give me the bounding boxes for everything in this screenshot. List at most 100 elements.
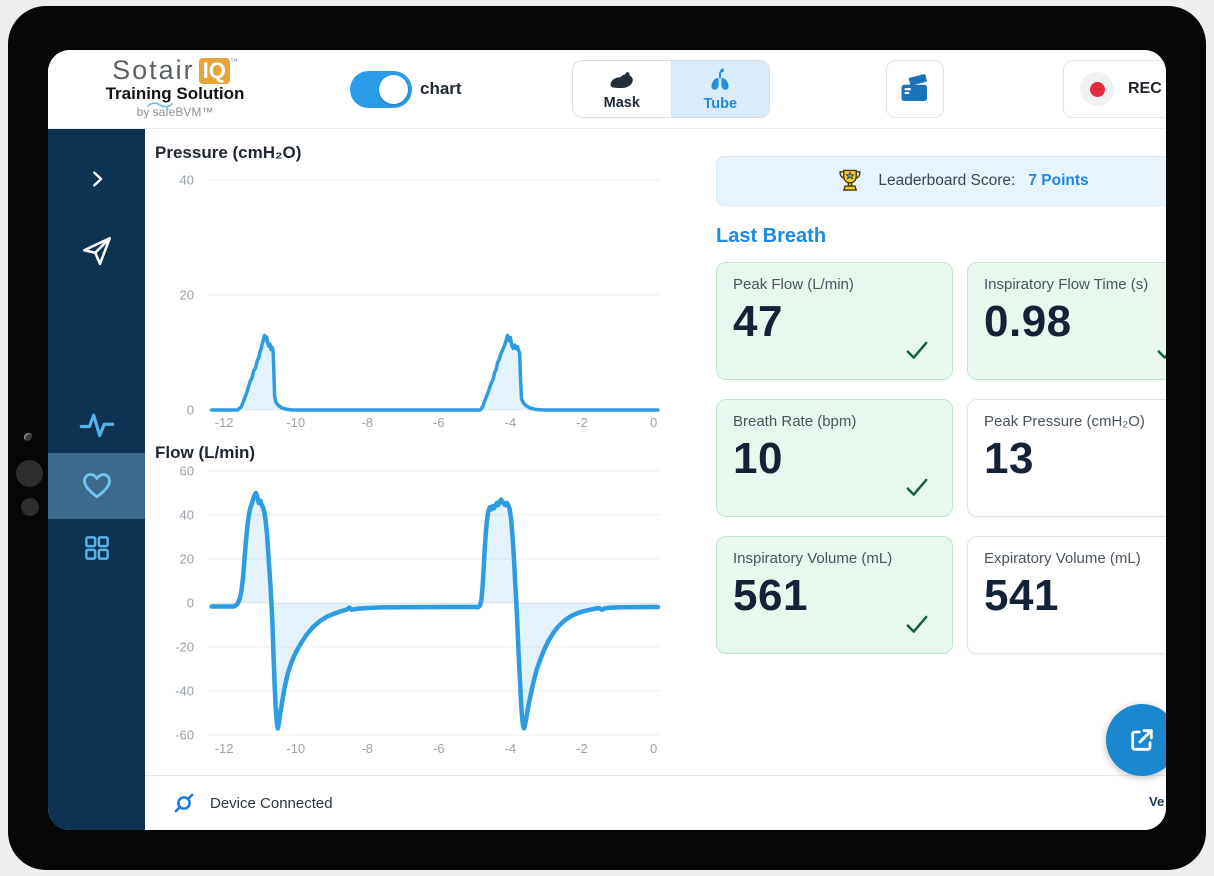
wallet-button[interactable]	[886, 60, 944, 118]
y-tick-label: -40	[175, 684, 194, 699]
y-tick-label: 60	[180, 464, 194, 479]
wallet-icon	[901, 73, 929, 102]
wave-icon	[147, 102, 173, 108]
tablet-side-button	[16, 460, 43, 487]
tab-tube[interactable]: Tube	[670, 61, 769, 117]
x-tick-label: -4	[505, 415, 517, 430]
leaderboard-score-value: 7 Points	[1028, 172, 1089, 189]
metric-value: 10	[733, 434, 783, 483]
y-tick-label: -60	[175, 728, 194, 743]
header: Sotair IQ ™ Training Solution by safeBVM…	[48, 50, 1166, 129]
x-tick-label: -2	[576, 415, 588, 430]
series-line	[209, 490, 661, 731]
rec-button[interactable]: REC	[1063, 60, 1166, 118]
external-link-fab[interactable]	[1106, 704, 1166, 776]
metric-label: Breath Rate (bpm)	[733, 413, 857, 430]
logo-brand: Sotair	[112, 55, 195, 85]
metric-label: Inspiratory Volume (mL)	[733, 550, 893, 567]
trophy-icon	[839, 169, 861, 191]
metric-label: Expiratory Volume (mL)	[984, 550, 1141, 567]
device-status-text: Device Connected	[210, 794, 333, 812]
tablet-camera	[24, 433, 33, 442]
tube-lungs-icon	[711, 67, 729, 90]
series-line	[209, 333, 660, 412]
metric-card-1: Inspiratory Flow Time (s) 0.98	[967, 262, 1166, 380]
logo-trademark: ™	[229, 57, 238, 66]
status-footer: Device Connected Ve	[145, 775, 1166, 830]
x-tick-label: -10	[286, 415, 305, 430]
metric-value: 0.98	[984, 297, 1072, 346]
rec-label: REC	[1128, 80, 1162, 97]
device-connected-icon	[174, 793, 194, 813]
y-tick-label: -20	[175, 640, 194, 655]
x-tick-label: -12	[215, 415, 234, 430]
logo-badge: IQ	[198, 57, 230, 84]
grid-icon	[84, 536, 109, 560]
metric-card-2: Breath Rate (bpm) 10	[716, 399, 953, 517]
app-screen: Sotair IQ ™ Training Solution by safeBVM…	[48, 50, 1166, 830]
last-breath-title: Last Breath	[716, 225, 827, 247]
x-tick-label: -8	[361, 741, 373, 756]
sidebar-item-grid[interactable]	[48, 533, 145, 563]
sidebar-selected-highlight	[48, 453, 145, 519]
check-icon	[906, 478, 928, 496]
tablet-side-button-small	[21, 498, 39, 516]
heart-icon	[82, 473, 111, 499]
x-tick-label: 0	[650, 741, 657, 756]
x-tick-label: -6	[433, 741, 445, 756]
metric-value: 541	[984, 571, 1059, 620]
x-tick-label: -4	[505, 741, 517, 756]
toggle-knob	[379, 75, 408, 104]
y-tick-label: 0	[187, 596, 194, 611]
x-tick-label: -2	[576, 741, 588, 756]
check-icon	[906, 615, 928, 633]
logo-subtitle: Training Solution	[105, 83, 245, 103]
tab-mask[interactable]: Mask	[573, 61, 671, 117]
chevron-right-icon	[92, 171, 102, 187]
check-icon	[1157, 350, 1166, 359]
pressure-chart-title: Pressure (cmH₂O)	[155, 143, 302, 162]
external-link-icon	[1131, 729, 1153, 751]
x-tick-label: -8	[361, 415, 373, 430]
logo-byline: by safeBVM™	[85, 102, 265, 119]
mode-segmented-control: Mask Tube	[572, 60, 770, 118]
metric-label: Inspiratory Flow Time (s)	[984, 276, 1149, 293]
x-tick-label: -6	[433, 415, 445, 430]
sidebar-item-waveform[interactable]	[48, 407, 145, 443]
mask-icon	[610, 71, 633, 88]
right-panel: Leaderboard Score: 7 Points Last Breath …	[716, 129, 1166, 654]
rec-dot-icon	[1089, 81, 1105, 97]
y-tick-label: 20	[180, 288, 194, 303]
rec-indicator	[1080, 72, 1114, 106]
waveform-icon	[79, 413, 114, 438]
leaderboard-score-label: Leaderboard Score:	[878, 172, 1016, 189]
metric-card-0: Peak Flow (L/min) 47	[716, 262, 953, 380]
metric-label: Peak Pressure (cmH₂O)	[984, 413, 1145, 430]
y-tick-label: 40	[180, 173, 194, 188]
y-tick-label: 20	[180, 552, 194, 567]
cards-grid: Peak Flow (L/min) 47 Inspiratory Flow Time…	[716, 262, 1166, 654]
metric-value: 561	[733, 571, 808, 620]
leaderboard-score-bar: Leaderboard Score: 7 Points	[716, 156, 1166, 206]
sidebar-item-heart[interactable]	[48, 468, 145, 502]
metric-value: 13	[984, 434, 1034, 483]
metric-card-4: Inspiratory Volume (mL) 561	[716, 536, 953, 654]
sidebar-item-expand[interactable]	[48, 168, 145, 190]
content-row: Pressure (cmH₂O) 0 20 40 -12 -10 -8 -6 -4 -2 0 Fl…	[48, 129, 1166, 830]
sidebar-item-send[interactable]	[48, 233, 145, 269]
sidebar	[48, 129, 145, 830]
series-area	[211, 493, 658, 729]
metric-card-5: Expiratory Volume (mL) 541	[967, 536, 1166, 654]
app-logo: Sotair IQ ™ Training Solution by safeBVM…	[85, 55, 265, 120]
y-tick-label: 40	[180, 508, 194, 523]
y-tick-label: 0	[187, 403, 194, 418]
pressure-chart: 0 20 40 -12 -10 -8 -6 -4 -2 0	[180, 173, 660, 430]
check-icon	[906, 341, 928, 359]
chart-toggle[interactable]	[350, 71, 412, 108]
chart-toggle-label: chart	[420, 79, 462, 98]
x-tick-label: -12	[215, 741, 234, 756]
series-area	[211, 335, 658, 410]
metric-card-3: Peak Pressure (cmH₂O) 13	[967, 399, 1166, 517]
version-label: Ve	[1149, 794, 1165, 809]
